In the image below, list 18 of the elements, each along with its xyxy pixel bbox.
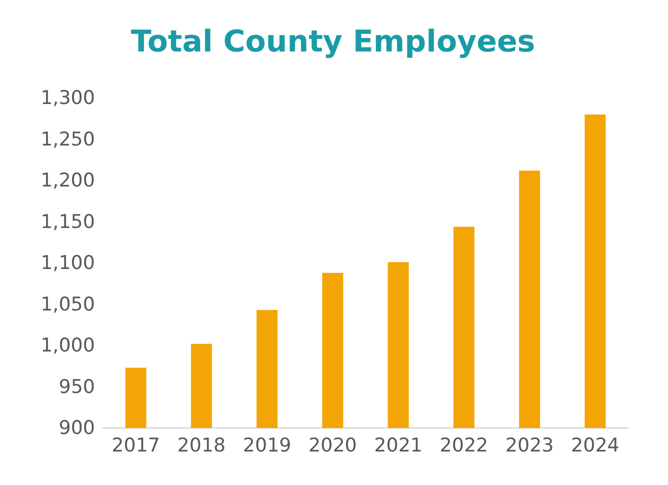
y-tick-label: 950 — [58, 376, 95, 398]
y-tick-label: 1,000 — [40, 334, 95, 356]
x-tick-label: 2022 — [440, 434, 488, 456]
x-tick-label: 2020 — [308, 434, 357, 456]
x-tick-label: 2024 — [571, 434, 620, 456]
x-tick-label: 2018 — [177, 434, 226, 456]
y-tick-label: 900 — [58, 417, 95, 439]
x-tick-label: 2023 — [505, 434, 554, 456]
chart-title: Total County Employees — [130, 24, 536, 60]
y-tick-label: 1,050 — [40, 293, 95, 316]
y-tick-label: 1,150 — [40, 210, 95, 233]
y-tick-label: 1,250 — [40, 128, 95, 150]
y-tick-label: 1,200 — [40, 170, 95, 192]
y-tick-label: 1,300 — [40, 87, 95, 109]
y-tick-label: 1,100 — [40, 252, 95, 274]
x-tick-label: 2019 — [242, 434, 292, 456]
x-tick-label: 2021 — [374, 434, 422, 456]
x-tick-label: 2017 — [112, 434, 160, 456]
